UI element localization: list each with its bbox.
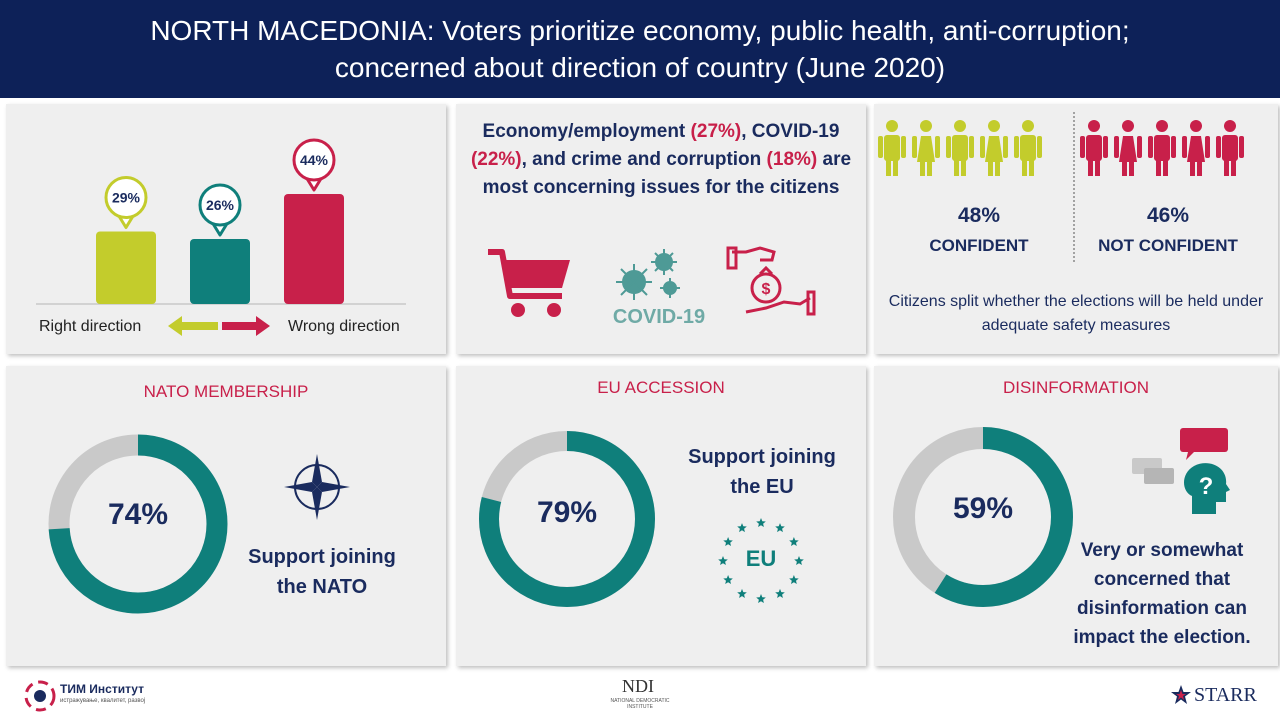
issues-text: Economy/employment (27%), COVID-19 (22%)… <box>466 118 856 202</box>
eu-star-icon <box>756 518 766 527</box>
eu-donut <box>479 431 655 607</box>
shopping-cart-icon <box>488 249 570 317</box>
issues-panel: Economy/employment (27%), COVID-19 (22%)… <box>456 104 866 354</box>
disinfo-donut <box>893 427 1073 607</box>
disinfo-panel: DISINFORMATION 59% ? Very or somewhat co… <box>874 366 1278 666</box>
issue-pct-1: (27%) <box>690 121 742 142</box>
person-icon <box>1114 120 1142 176</box>
eu-title: EU ACCESSION <box>597 378 725 397</box>
value-pin <box>104 176 148 229</box>
direction-bar <box>284 194 344 304</box>
person-icon <box>980 120 1008 176</box>
nato-pct: 74% <box>107 498 169 531</box>
eu-star-icon <box>789 575 799 584</box>
disinfo-donut-arc <box>893 427 1073 607</box>
value-pin <box>292 138 336 192</box>
person-icon <box>912 120 940 176</box>
issue-text-1: Economy/employment <box>482 121 691 142</box>
eu-star-icon <box>794 556 804 565</box>
issue-pct-3: (18%) <box>766 149 818 170</box>
ndi-logo: NDI NATIONAL DEMOCRATIC INSTITUTE <box>608 676 672 716</box>
bar-value-label: 26% <box>206 197 235 213</box>
direction-bar-chart: 29% 26% 44% <box>36 138 406 336</box>
ndi-logo-text: NDI <box>622 676 654 696</box>
eu-stars-icon <box>718 518 804 603</box>
virus-icon <box>616 249 680 300</box>
nato-donut <box>48 434 228 614</box>
title-line-1: NORTH MACEDONIA: Voters prioritize econo… <box>150 15 1130 46</box>
eu-caption: Support joining the EU <box>688 446 836 498</box>
nato-donut-arc <box>48 434 228 614</box>
person-icon <box>946 120 974 176</box>
disinfo-pct: 59% <box>952 492 1014 525</box>
tim-institute-logo: ТИМ Институт истражување, квалитет, разв… <box>22 676 146 716</box>
chat-question-icon: ? <box>1132 428 1230 514</box>
direction-bar <box>190 239 250 304</box>
elections-caption: Citizens split whether the elections wil… <box>888 293 1264 334</box>
value-pin <box>198 183 242 237</box>
starr-logo-text: STARR <box>1194 684 1257 706</box>
issue-text-4: are most concerning issues for the citiz… <box>482 149 852 198</box>
tim-logo-text: ТИМ Институт <box>60 682 144 696</box>
bribe-money-icon: $ <box>726 246 816 316</box>
nato-title: NATO MEMBERSHIP <box>143 382 309 401</box>
bar-value-label: 44% <box>300 152 329 168</box>
person-icon <box>1216 120 1244 176</box>
eu-star-icon <box>737 588 747 598</box>
person-icon <box>1080 120 1108 176</box>
eu-star-icon <box>775 523 785 533</box>
not-confident-label: NOT CONFIDENT <box>1098 236 1238 255</box>
star-icon <box>1171 685 1191 704</box>
svg-text:$: $ <box>762 281 771 298</box>
disinfo-title: DISINFORMATION <box>1002 378 1150 397</box>
nato-compass-icon <box>284 454 350 520</box>
nato-caption: Support joining the NATO <box>248 546 396 598</box>
page-title: NORTH MACEDONIA: Voters prioritize econo… <box>0 0 1280 98</box>
person-icon <box>1148 120 1176 176</box>
svg-text:?: ? <box>1199 473 1214 500</box>
confident-label: CONFIDENT <box>929 236 1029 255</box>
ndi-logo-sub: NATIONAL DEMOCRATIC INSTITUTE <box>610 698 670 710</box>
person-icon <box>1014 120 1042 176</box>
disinfo-caption: Very or somewhat concerned that disinfor… <box>1073 540 1251 648</box>
right-arrow-icon <box>222 316 270 336</box>
eu-star-icon <box>775 588 785 598</box>
starr-logo: STARR <box>1168 680 1268 714</box>
nato-panel: NATO MEMBERSHIP 74% Support joining the … <box>6 366 446 666</box>
tim-logo-icon <box>24 680 56 712</box>
issue-text-2: , COVID-19 <box>741 121 840 142</box>
confident-pct: 48% <box>957 204 1001 227</box>
person-icon <box>878 120 906 176</box>
direction-bar <box>96 231 156 304</box>
left-arrow-icon <box>168 316 218 336</box>
eu-star-icon <box>718 556 728 565</box>
eu-badge-label: EU <box>745 546 777 571</box>
covid-label: COVID-19 <box>612 306 706 328</box>
tim-logo-sub: истражување, квалитет, развој <box>60 698 146 704</box>
eu-star-icon <box>789 537 799 546</box>
person-icon <box>1182 120 1210 176</box>
eu-donut-arc <box>479 431 655 607</box>
direction-panel: 29% 26% 44% Right direction Wrong directio… <box>6 104 446 354</box>
people-chart <box>878 112 1244 264</box>
eu-pct: 79% <box>536 496 598 529</box>
issue-text-3: , and crime and corruption <box>521 149 767 170</box>
eu-panel: EU ACCESSION 79% Support joining the EU … <box>456 366 866 666</box>
bar-value-label: 29% <box>112 190 141 206</box>
wrong-direction-label: Wrong direction <box>288 318 400 335</box>
eu-star-icon <box>737 523 747 533</box>
not-confident-pct: 46% <box>1146 204 1190 227</box>
right-direction-label: Right direction <box>39 318 142 335</box>
eu-star-icon <box>723 537 733 546</box>
elections-panel: 48% CONFIDENT 46% NOT CONFIDENT Citizens… <box>874 104 1278 354</box>
issue-pct-2: (22%) <box>470 149 522 170</box>
eu-star-icon <box>756 594 766 603</box>
eu-star-icon <box>723 575 733 584</box>
title-line-2: concerned about direction of country (Ju… <box>334 52 946 83</box>
